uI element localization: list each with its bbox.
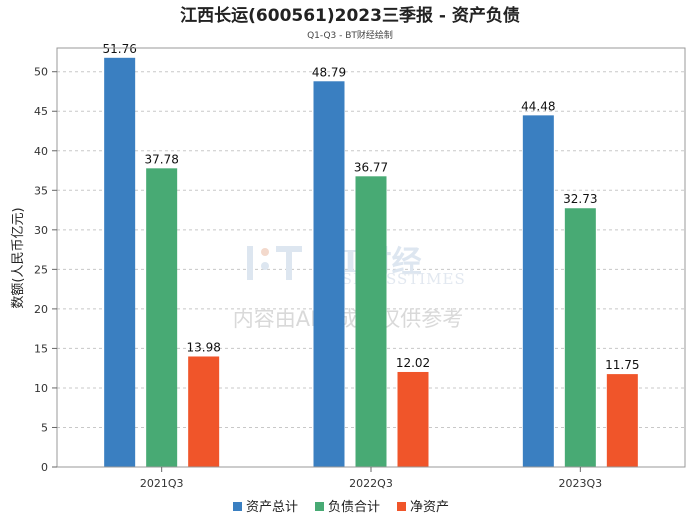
chart-title: 江西长运(600561)2023三季报 - 资产负债 [180,5,520,26]
data-label: 32.73 [563,192,597,206]
y-tick-label: 50 [34,66,48,79]
bar [397,371,429,467]
legend-label: 净资产 [410,500,449,515]
legend-label: 负债合计 [328,500,380,515]
y-tick-label: 30 [34,224,48,237]
bar [564,208,596,467]
bar [146,168,178,467]
legend-swatch [233,502,242,511]
data-label: 12.02 [396,356,430,370]
data-labels: 51.76 37.78 13.98 48.79 36.77 12.02 44.48 32.73… [102,42,639,372]
data-label: 37.78 [144,152,178,166]
x-tick-label: 2021Q3 [140,477,184,490]
y-tick-label: 0 [41,461,48,474]
watermark: BT财经 BUSINESSTIMES 内容由AI生成，仅供参考 [233,245,466,331]
data-label: 13.98 [186,340,220,354]
legend-swatch [315,502,324,511]
bars [104,57,638,468]
legend-label: 资产总计 [246,500,298,515]
y-tick-label: 25 [34,263,48,276]
watermark-logo-sub: BUSINESSTIMES [316,270,466,288]
y-tick-label: 10 [34,382,48,395]
y-axis-label: 数额(人民币亿元) [11,207,26,308]
data-label: 11.75 [605,358,639,372]
data-label: 36.77 [354,160,388,174]
bar [606,374,638,467]
y-tick-label: 40 [34,145,48,158]
chart-subtitle: Q1-Q3 - BT财经绘制 [307,29,393,41]
x-tick-label: 2022Q3 [349,477,393,490]
x-tick-label: 2023Q3 [559,477,603,490]
y-tick-label: 35 [34,184,48,197]
watermark-notice: 内容由AI生成，仅供参考 [233,307,464,331]
data-label: 44.48 [521,99,555,113]
bar [313,81,345,467]
legend-swatch [397,502,406,511]
y-tick-label: 45 [34,105,48,118]
legend: 资产总计 负债合计 净资产 [233,500,449,515]
watermark-logo-icon [247,246,302,280]
axes: 0 5 10 15 20 25 30 35 40 45 50 2021Q3 2022Q3 2023Q3 [34,47,686,490]
y-tick-label: 15 [34,342,48,355]
y-tick-label: 20 [34,303,48,316]
bar [355,176,387,467]
data-label: 48.79 [312,65,346,79]
bar [104,57,136,468]
bar [188,356,220,467]
data-label: 51.76 [102,42,136,56]
y-tick-label: 5 [41,421,48,434]
bar [522,115,554,467]
